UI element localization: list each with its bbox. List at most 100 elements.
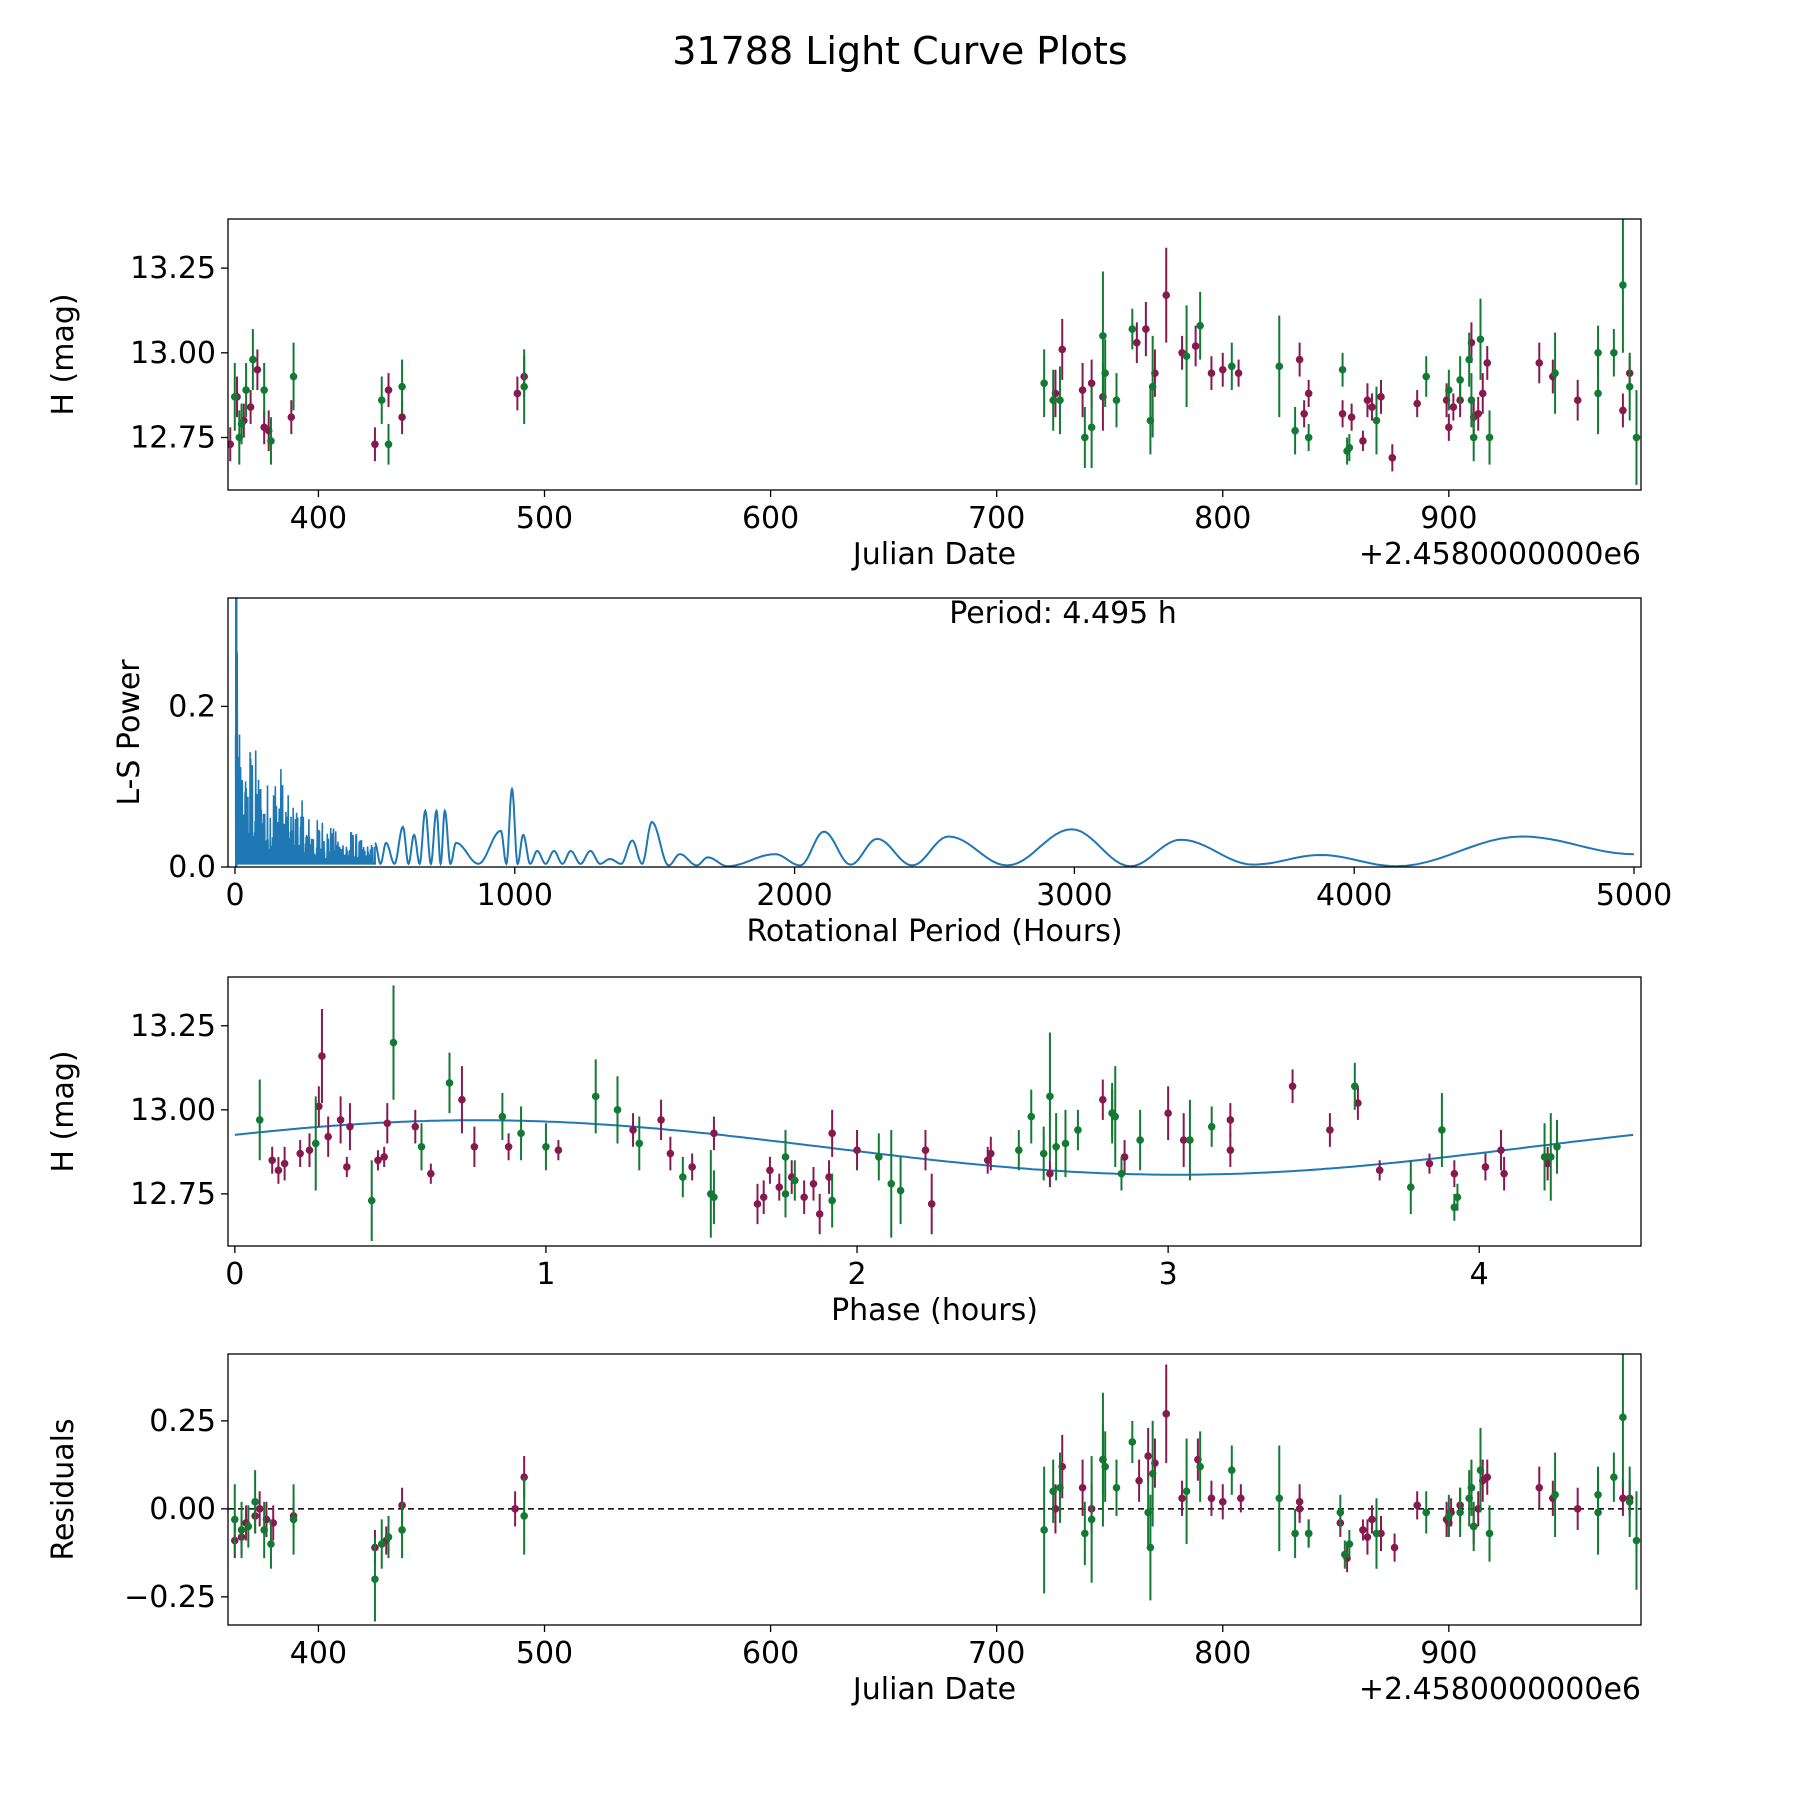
data-marker <box>1135 1476 1143 1485</box>
data-marker <box>384 386 393 394</box>
x-tick-label: 700 <box>968 501 1025 536</box>
data-point <box>383 1103 392 1144</box>
data-marker <box>1040 379 1048 388</box>
data-point <box>1081 1501 1089 1566</box>
data-point <box>1359 430 1367 452</box>
data-point <box>1191 325 1200 367</box>
data-point <box>458 1066 466 1134</box>
data-point <box>1099 1079 1107 1120</box>
residuals-panel: Residuals Julian Date +2.4580000000e6 40… <box>46 1353 1642 1707</box>
data-point <box>1483 1459 1492 1495</box>
phase-folded-plot-area <box>234 985 1634 1241</box>
data-point <box>1275 315 1284 418</box>
data-marker <box>1227 1466 1236 1474</box>
data-marker <box>1128 1438 1137 1446</box>
filter-g-series <box>230 1354 1641 1622</box>
data-point <box>1540 1123 1549 1191</box>
data-marker <box>315 1102 323 1111</box>
y-tick-label: 13.25 <box>130 251 216 286</box>
data-marker <box>809 1179 818 1188</box>
data-marker <box>1456 1508 1464 1517</box>
data-marker <box>253 365 262 374</box>
data-marker <box>230 1515 239 1524</box>
data-marker <box>1406 1183 1415 1191</box>
phase-folded-xlabel: Phase (hours) <box>831 1293 1038 1328</box>
data-point <box>1304 379 1313 408</box>
data-point <box>389 985 398 1100</box>
data-marker <box>470 1143 479 1151</box>
data-marker <box>1551 369 1559 377</box>
phase-folded-panel: H (mag) Phase (hours) 0 1 2 3 4 12.75 13.00 13.… <box>46 976 1642 1328</box>
data-point <box>511 1491 519 1527</box>
data-point <box>1413 390 1421 418</box>
data-point <box>1234 359 1243 387</box>
figure-title: 31788 Light Curve Plots <box>672 29 1127 73</box>
data-marker <box>1112 396 1121 405</box>
data-marker <box>383 1119 392 1128</box>
data-marker <box>260 1526 268 1534</box>
data-point <box>1112 373 1121 428</box>
data-point <box>766 1156 774 1184</box>
data-marker <box>1347 413 1356 421</box>
data-point <box>1099 271 1107 401</box>
data-point <box>230 1484 239 1555</box>
data-marker <box>311 1139 320 1148</box>
data-point <box>1207 1106 1216 1147</box>
data-point <box>1295 342 1304 377</box>
x-tick-label: 2000 <box>756 878 832 913</box>
data-marker <box>1625 382 1634 391</box>
data-marker <box>1390 1543 1399 1552</box>
data-point <box>1101 339 1109 408</box>
data-marker <box>1438 1126 1446 1134</box>
data-marker <box>1162 1410 1171 1418</box>
data-marker <box>1467 1483 1476 1492</box>
data-marker <box>1207 1122 1216 1131</box>
data-point <box>1056 366 1064 435</box>
x-tick-label: 800 <box>1194 1636 1251 1671</box>
data-point <box>280 1146 289 1181</box>
data-point <box>1162 247 1171 343</box>
data-marker <box>1304 389 1313 398</box>
data-marker <box>1625 1498 1634 1506</box>
data-point <box>260 362 268 418</box>
data-marker <box>398 413 406 421</box>
data-point <box>1476 298 1485 380</box>
data-marker <box>1087 1515 1096 1524</box>
data-marker <box>336 1116 345 1124</box>
data-marker <box>237 420 246 428</box>
data-marker <box>791 1176 799 1185</box>
data-marker <box>1182 352 1191 360</box>
data-point <box>635 1116 644 1171</box>
data-point <box>1196 1431 1204 1502</box>
data-marker <box>1046 1169 1054 1178</box>
data-marker <box>1112 1483 1121 1492</box>
periodogram-plot-area <box>234 598 1635 867</box>
data-marker <box>1485 1529 1494 1538</box>
residuals-xlabel: Julian Date <box>851 1672 1016 1707</box>
y-tick-label: 0.0 <box>168 850 216 885</box>
data-marker <box>1453 1193 1462 1202</box>
y-tick-label: 12.75 <box>130 420 216 455</box>
data-point <box>1456 1487 1464 1538</box>
residuals-plot-area <box>228 1354 1641 1622</box>
data-point <box>246 390 255 424</box>
data-marker <box>1445 386 1453 394</box>
data-marker <box>1338 365 1347 374</box>
data-point <box>1120 1140 1129 1174</box>
data-marker <box>1015 1146 1023 1154</box>
data-marker <box>1483 1473 1492 1481</box>
data-marker <box>1049 1487 1057 1496</box>
data-point <box>679 1156 687 1198</box>
data-point <box>1497 1129 1505 1171</box>
data-point <box>230 362 239 431</box>
data-marker <box>427 1169 435 1178</box>
data-point <box>1543 1146 1552 1181</box>
data-marker <box>1142 325 1150 333</box>
data-marker <box>781 1190 790 1198</box>
data-point <box>1438 1093 1446 1167</box>
periodogram-xlabel: Rotational Period (Hours) <box>746 914 1122 949</box>
data-point <box>324 1116 332 1157</box>
data-marker <box>1052 1143 1060 1151</box>
data-marker <box>1551 1490 1559 1499</box>
